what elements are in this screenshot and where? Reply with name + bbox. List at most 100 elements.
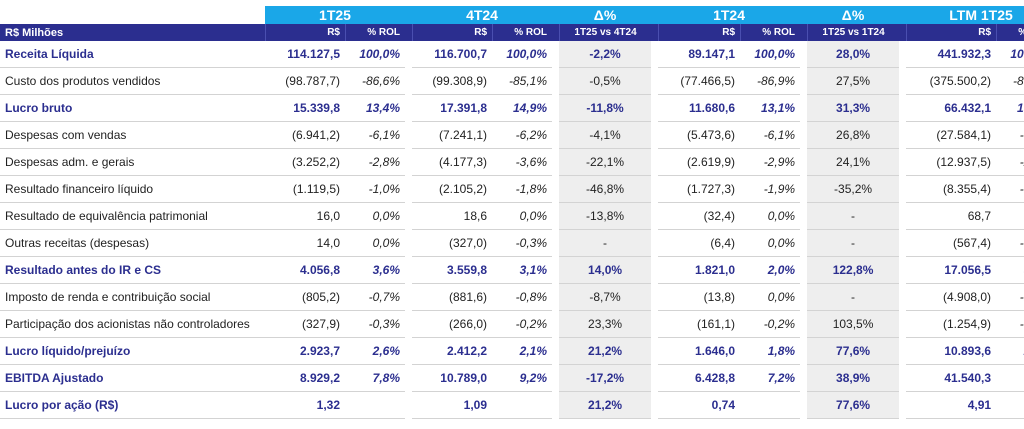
value-cell: (327,0) bbox=[412, 230, 493, 257]
value-cell: -13,8% bbox=[559, 203, 652, 230]
value-cell: 68,7 bbox=[906, 203, 997, 230]
row-label: Resultado financeiro líquido bbox=[0, 176, 265, 203]
table-row: Receita Líquida 114.127,5 100,0% 116.700,7 1… bbox=[0, 41, 1024, 68]
value-cell: 0,0% bbox=[996, 203, 1024, 230]
value-cell: -1,8% bbox=[492, 176, 553, 203]
column-gap bbox=[651, 257, 659, 284]
value-cell bbox=[345, 392, 406, 419]
value-cell: 16,0 bbox=[265, 203, 345, 230]
table-body: Receita Líquida 114.127,5 100,0% 116.700,7 1… bbox=[0, 41, 1024, 419]
value-cell: 9,4% bbox=[996, 365, 1024, 392]
column-gap bbox=[651, 284, 659, 311]
table-row: Despesas adm. e gerais (3.252,2) -2,8% (4.1… bbox=[0, 149, 1024, 176]
table-row: Imposto de renda e contribuição social (8… bbox=[0, 284, 1024, 311]
value-cell: (12.937,5) bbox=[906, 149, 997, 176]
value-cell: -2,9% bbox=[996, 149, 1024, 176]
column-gap bbox=[405, 203, 413, 230]
value-cell: -4,1% bbox=[559, 122, 652, 149]
column-gap bbox=[651, 176, 659, 203]
column-gap bbox=[405, 230, 413, 257]
value-cell: - bbox=[807, 284, 900, 311]
value-cell: (6.941,2) bbox=[265, 122, 345, 149]
row-label: Custo dos produtos vendidos bbox=[0, 68, 265, 95]
value-cell: (4.177,3) bbox=[412, 149, 493, 176]
value-cell: 11.680,6 bbox=[658, 95, 741, 122]
value-cell: 15.339,8 bbox=[265, 95, 345, 122]
column-gap bbox=[405, 176, 413, 203]
value-cell: - bbox=[807, 203, 900, 230]
value-cell: -46,8% bbox=[559, 176, 652, 203]
table-row: Custo dos produtos vendidos (98.787,7) -86… bbox=[0, 68, 1024, 95]
table-row: EBITDA Ajustado 8.929,2 7,8% 10.789,0 9,2% -1… bbox=[0, 365, 1024, 392]
value-cell: (13,8) bbox=[658, 284, 741, 311]
column-gap bbox=[405, 95, 413, 122]
table-row: Lucro por ação (R$) 1,32 1,09 21,2% 0,74 77,6… bbox=[0, 392, 1024, 419]
value-cell: 1,09 bbox=[412, 392, 493, 419]
value-cell: 17.056,5 bbox=[906, 257, 997, 284]
value-cell: -0,7% bbox=[345, 284, 406, 311]
subheader-cell: % ROL bbox=[345, 24, 406, 41]
value-cell: 26,8% bbox=[807, 122, 900, 149]
column-gap bbox=[552, 365, 560, 392]
row-label: Lucro líquido/prejuízo bbox=[0, 338, 265, 365]
subheader-cell: R$ bbox=[265, 24, 345, 41]
value-cell: -8,7% bbox=[559, 284, 652, 311]
value-cell: -2,8% bbox=[345, 149, 406, 176]
column-gap bbox=[800, 392, 808, 419]
column-gap bbox=[651, 338, 659, 365]
value-cell: 122,8% bbox=[807, 257, 900, 284]
value-cell: (7.241,1) bbox=[412, 122, 493, 149]
column-gap bbox=[552, 338, 560, 365]
column-gap bbox=[552, 6, 560, 24]
value-cell: 1,8% bbox=[740, 338, 801, 365]
value-cell: -17,2% bbox=[559, 365, 652, 392]
column-gap bbox=[405, 338, 413, 365]
column-gap bbox=[552, 284, 560, 311]
value-cell: -0,1% bbox=[996, 230, 1024, 257]
column-gap bbox=[651, 24, 659, 41]
column-gap bbox=[651, 122, 659, 149]
value-cell: -6,1% bbox=[345, 122, 406, 149]
value-cell: 103,5% bbox=[807, 311, 900, 338]
value-cell: -85,0% bbox=[996, 68, 1024, 95]
value-cell: 100,0% bbox=[492, 41, 553, 68]
header-group-1t25: 1T25 bbox=[265, 6, 406, 24]
value-cell: (8.355,4) bbox=[906, 176, 997, 203]
column-gap bbox=[552, 392, 560, 419]
value-cell: 3,9% bbox=[996, 257, 1024, 284]
value-cell: 17.391,8 bbox=[412, 95, 493, 122]
value-cell: -6,2% bbox=[996, 122, 1024, 149]
column-gap bbox=[651, 95, 659, 122]
value-cell: -3,6% bbox=[492, 149, 553, 176]
value-cell: 21,2% bbox=[559, 392, 652, 419]
value-cell: (266,0) bbox=[412, 311, 493, 338]
value-cell: 13,4% bbox=[345, 95, 406, 122]
value-cell: 77,6% bbox=[807, 392, 900, 419]
column-gap bbox=[899, 6, 907, 24]
value-cell: 66.432,1 bbox=[906, 95, 997, 122]
value-cell: 0,0% bbox=[345, 203, 406, 230]
value-cell: (567,4) bbox=[906, 230, 997, 257]
column-gap bbox=[405, 365, 413, 392]
value-cell: -0,5% bbox=[559, 68, 652, 95]
row-label: Receita Líquida bbox=[0, 41, 265, 68]
row-label: Outras receitas (despesas) bbox=[0, 230, 265, 257]
value-cell: -86,6% bbox=[345, 68, 406, 95]
column-gap bbox=[899, 311, 907, 338]
table-row: Lucro líquido/prejuízo 2.923,7 2,6% 2.412,2… bbox=[0, 338, 1024, 365]
subheader-cell: R$ bbox=[658, 24, 741, 41]
row-label: EBITDA Ajustado bbox=[0, 365, 265, 392]
value-cell: (881,6) bbox=[412, 284, 493, 311]
value-cell: 89.147,1 bbox=[658, 41, 741, 68]
header-label-cell: R$ Milhões bbox=[0, 24, 265, 41]
value-cell: 0,74 bbox=[658, 392, 741, 419]
subheader-cell: % ROL bbox=[740, 24, 801, 41]
table-row: Resultado antes do IR e CS 4.056,8 3,6% 3.5… bbox=[0, 257, 1024, 284]
column-gap bbox=[800, 311, 808, 338]
column-gap bbox=[800, 203, 808, 230]
value-cell: -2,9% bbox=[740, 149, 801, 176]
value-cell: 27,5% bbox=[807, 68, 900, 95]
subheader-cell: R$ bbox=[412, 24, 493, 41]
value-cell: 0,0% bbox=[492, 203, 553, 230]
value-cell: 77,6% bbox=[807, 338, 900, 365]
